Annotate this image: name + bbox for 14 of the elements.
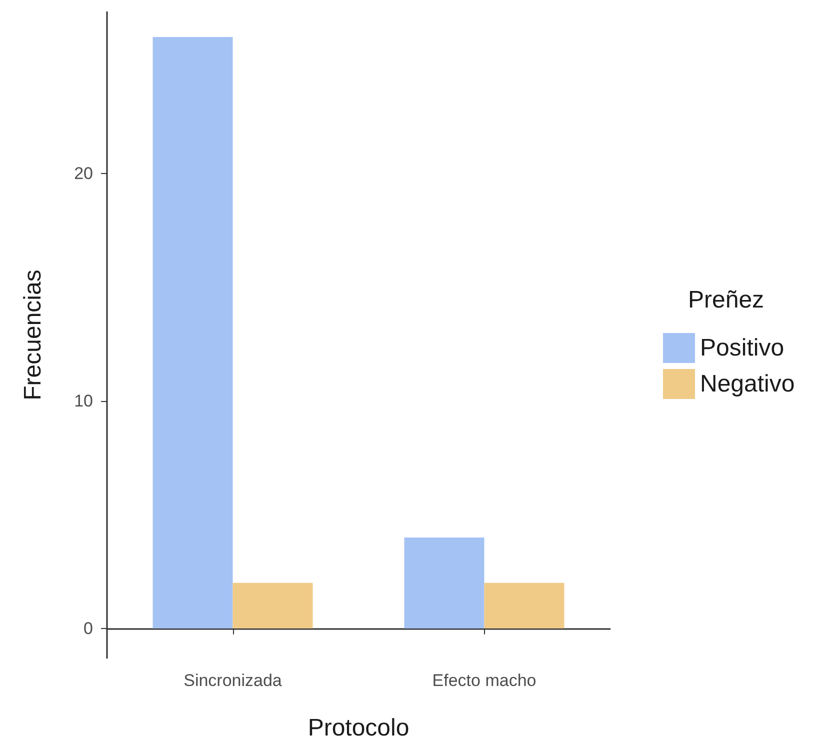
legend-label: Negativo bbox=[700, 370, 795, 398]
legend-title: Preñez bbox=[688, 286, 764, 314]
legend-label: Positivo bbox=[700, 334, 784, 362]
y-tick-label: 20 bbox=[74, 164, 93, 183]
x-tick-label: Efecto macho bbox=[432, 671, 536, 690]
y-axis-title: Frecuencias bbox=[20, 270, 46, 400]
y-tick-label: 10 bbox=[74, 391, 93, 410]
x-axis-title: Protocolo bbox=[308, 714, 410, 742]
bar bbox=[484, 582, 564, 628]
bar bbox=[232, 582, 313, 628]
bar bbox=[404, 537, 484, 628]
x-tick-label: Sincronizada bbox=[184, 671, 282, 690]
y-tick-label: 0 bbox=[84, 618, 93, 638]
bar bbox=[152, 37, 233, 628]
